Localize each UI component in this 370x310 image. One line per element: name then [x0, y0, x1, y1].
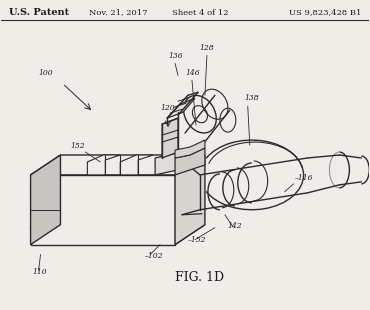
Polygon shape [87, 155, 120, 175]
Polygon shape [31, 155, 205, 175]
Text: 146: 146 [185, 69, 200, 78]
Polygon shape [175, 155, 205, 245]
Text: 138: 138 [245, 94, 259, 102]
Polygon shape [31, 175, 175, 245]
Text: US 9,823,428 B1: US 9,823,428 B1 [289, 9, 361, 17]
Text: 142: 142 [228, 222, 242, 230]
Text: 110: 110 [33, 268, 47, 277]
Text: Sheet 4 of 12: Sheet 4 of 12 [172, 9, 228, 17]
Text: –102: –102 [145, 251, 164, 259]
Text: –116: –116 [295, 174, 313, 182]
Text: 152: 152 [70, 142, 85, 150]
Text: 128: 128 [200, 44, 215, 52]
Text: Nov. 21, 2017: Nov. 21, 2017 [89, 9, 148, 17]
Text: –152: –152 [188, 236, 206, 244]
Polygon shape [175, 148, 205, 175]
Text: U.S. Patent: U.S. Patent [9, 8, 69, 17]
Polygon shape [167, 98, 195, 118]
Polygon shape [162, 118, 178, 158]
Polygon shape [31, 225, 205, 245]
Text: 136: 136 [168, 52, 183, 60]
Polygon shape [31, 155, 60, 245]
Polygon shape [120, 155, 153, 175]
Polygon shape [175, 140, 205, 158]
Text: FIG. 1D: FIG. 1D [175, 272, 225, 285]
Text: 120: 120 [160, 104, 175, 112]
Polygon shape [155, 148, 200, 175]
Text: 100: 100 [38, 69, 53, 78]
